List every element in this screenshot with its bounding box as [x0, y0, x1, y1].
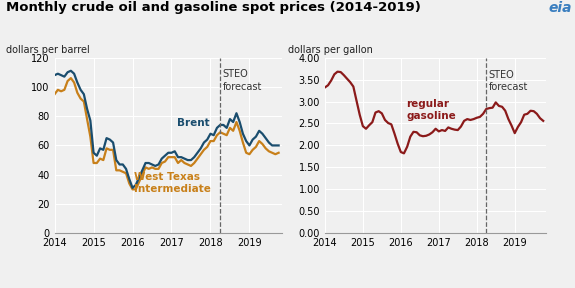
Text: STEO
forecast: STEO forecast: [223, 69, 262, 92]
Text: regular
gasoline: regular gasoline: [407, 99, 457, 121]
Text: dollars per gallon: dollars per gallon: [288, 45, 373, 55]
Text: dollars per barrel: dollars per barrel: [6, 45, 90, 55]
Text: Brent: Brent: [177, 118, 210, 128]
Text: eia: eia: [549, 1, 572, 16]
Text: West Texas
Intermediate: West Texas Intermediate: [135, 172, 212, 194]
Text: Monthly crude oil and gasoline spot prices (2014-2019): Monthly crude oil and gasoline spot pric…: [6, 1, 421, 14]
Text: STEO
forecast: STEO forecast: [489, 70, 528, 92]
